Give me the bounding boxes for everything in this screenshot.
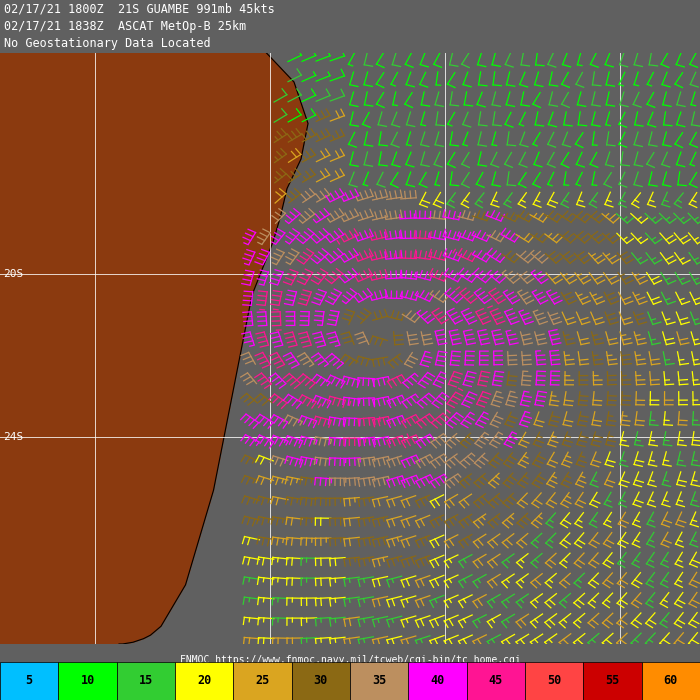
Text: 60: 60 bbox=[664, 674, 678, 687]
Bar bbox=[583, 662, 642, 700]
Text: 02/17/21 1800Z  21S GUAMBE 991mb 45kts: 02/17/21 1800Z 21S GUAMBE 991mb 45kts bbox=[4, 3, 274, 15]
Text: 40: 40 bbox=[430, 674, 444, 687]
Text: 20: 20 bbox=[197, 674, 211, 687]
Text: 30: 30 bbox=[314, 674, 328, 687]
Text: 55: 55 bbox=[606, 674, 620, 687]
Bar bbox=[175, 662, 233, 700]
Text: 5: 5 bbox=[26, 674, 33, 687]
Bar bbox=[642, 662, 700, 700]
Bar bbox=[467, 662, 525, 700]
Bar bbox=[292, 662, 350, 700]
Text: 25: 25 bbox=[256, 674, 270, 687]
Bar bbox=[0, 662, 58, 700]
Text: 24S: 24S bbox=[4, 432, 24, 442]
Text: ASCAT (MetOp-B) Vectors (knots): ASCAT (MetOp-B) Vectors (knots) bbox=[259, 673, 441, 683]
Text: 15: 15 bbox=[139, 674, 153, 687]
Text: 20S: 20S bbox=[4, 270, 24, 279]
Text: 35: 35 bbox=[372, 674, 386, 687]
Text: 02/17/21 1838Z  ASCAT MetOp-B 25km: 02/17/21 1838Z ASCAT MetOp-B 25km bbox=[4, 20, 246, 33]
Bar bbox=[117, 662, 175, 700]
Bar bbox=[525, 662, 583, 700]
Text: No Geostationary Data Located: No Geostationary Data Located bbox=[4, 37, 210, 50]
Bar bbox=[58, 662, 117, 700]
Text: 50: 50 bbox=[547, 674, 561, 687]
Bar bbox=[233, 662, 292, 700]
Bar bbox=[350, 662, 408, 700]
Text: 45: 45 bbox=[489, 674, 503, 687]
Polygon shape bbox=[0, 52, 308, 644]
Text: FNMOC https://www.fnmoc.navy.mil/tcweb/cgi-bin/tc_home.cgi: FNMOC https://www.fnmoc.navy.mil/tcweb/c… bbox=[180, 654, 520, 665]
Bar bbox=[408, 662, 467, 700]
Text: 10: 10 bbox=[80, 674, 94, 687]
